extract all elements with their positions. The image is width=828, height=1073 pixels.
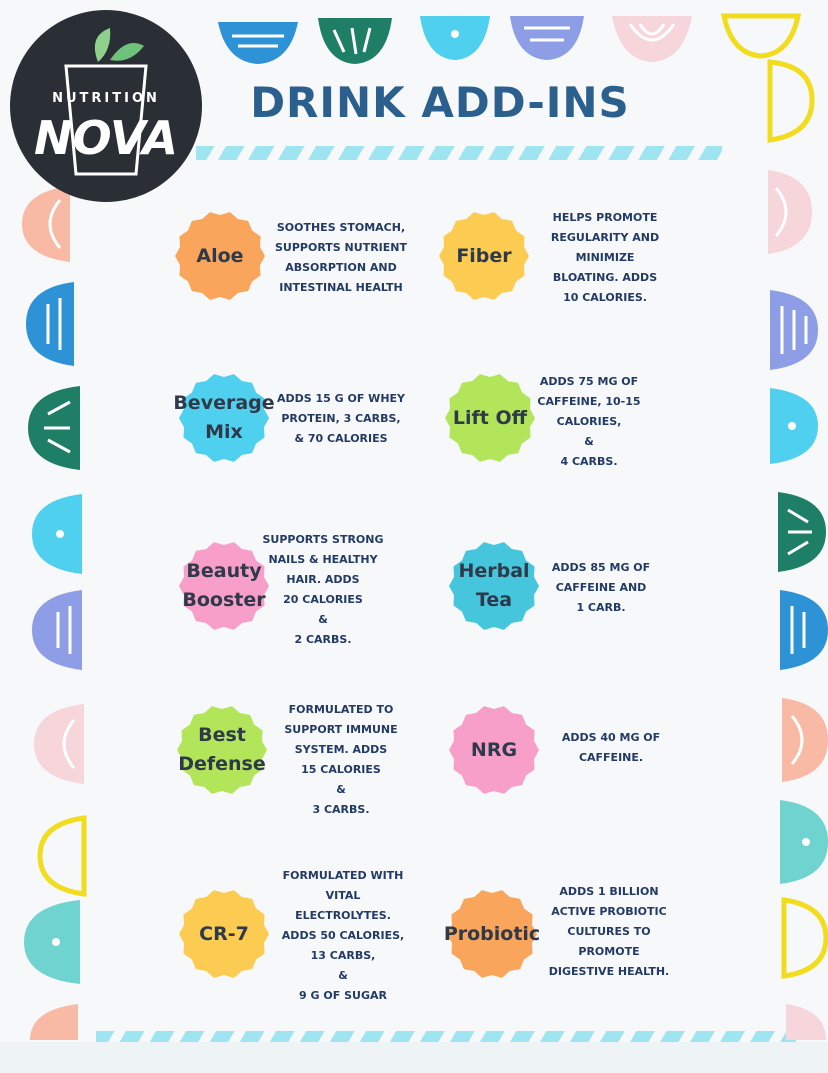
desc-herbal-tea: ADDS 85 MG OF CAFFEINE AND 1 CARB. [551,561,651,614]
badge-label: CR-7 [199,922,249,945]
badge-shape-icon [447,890,537,978]
badge-shape-icon [439,212,529,300]
badge-label: Beauty Booster [182,560,266,611]
desc-nrg: ADDS 40 MG OF CAFFEINE. [561,731,661,764]
badge-label: Beverage Mix [173,392,275,443]
desc-beverage-mix: ADDS 15 G OF WHEY PROTEIN, 3 CARBS, & 70… [276,392,406,445]
badge-probiotic: Probiotic [444,888,540,980]
badge-label: Herbal Tea [458,560,530,611]
bottom-band [0,1042,828,1073]
badge-label: Aloe [196,244,244,267]
badge-shape-icon [179,374,269,462]
badge-label: Best Defense [178,724,266,775]
desc-cr-7: FORMULATED WITH VITAL ELECTROLYTES. ADDS… [281,869,405,1002]
badge-label: NRG [470,738,518,761]
badge-shape-icon [449,706,539,794]
desc-best-defense: FORMULATED TO SUPPORT IMMUNE SYSTEM. ADD… [284,703,398,816]
badge-shape-icon [175,212,265,300]
desc-fiber: HELPS PROMOTE REGULARITY AND MINIMIZE BL… [550,211,660,304]
badge-beauty-booster: Beauty Booster [178,540,270,632]
badge-shape-icon [449,542,539,630]
nutrition-nova-logo: NUTRITION NOVA [10,10,202,202]
badge-aloe: Aloe [174,210,266,302]
badge-shape-icon [445,374,535,462]
badge-beverage-mix: Beverage Mix [173,372,275,464]
desc-probiotic: ADDS 1 BILLION ACTIVE PROBIOTIC CULTURES… [548,885,670,978]
badge-shape-icon [179,890,269,978]
badge-fiber: Fiber [438,210,530,302]
logo-text-top: NUTRITION [52,91,160,106]
badge-shape-icon [177,706,267,794]
badge-best-defense: Best Defense [176,704,268,796]
badge-shape-icon [179,542,269,630]
top-stripe [196,146,722,160]
bottom-stripe [96,1031,796,1045]
badge-lift-off: Lift Off [444,372,536,464]
badge-nrg: NRG [448,704,540,796]
logo-text-main: NOVA [34,111,178,165]
badge-herbal-tea: Herbal Tea [448,540,540,632]
desc-beauty-booster: SUPPORTS STRONG NAILS & HEALTHY HAIR. AD… [262,533,384,646]
desc-aloe: SOOTHES STOMACH, SUPPORTS NUTRIENT ABSOR… [275,221,407,294]
badge-label: Fiber [456,244,512,267]
badge-cr-7: CR-7 [178,888,270,980]
desc-lift-off: ADDS 75 MG OF CAFFEINE, 10-15 CALORIES, … [537,375,641,468]
page-title: DRINK ADD-INS [250,78,630,127]
badge-label: Probiotic [443,922,541,945]
badge-label: Lift Off [452,406,528,429]
